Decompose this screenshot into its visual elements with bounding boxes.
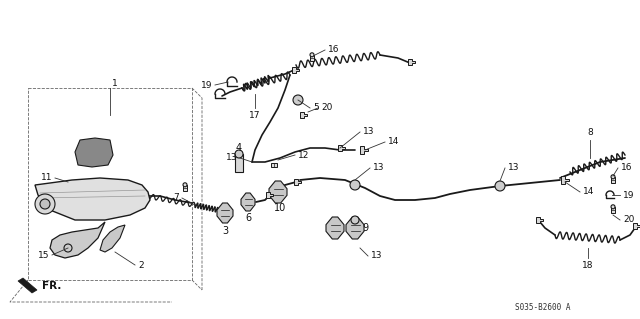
Text: 16: 16: [621, 164, 632, 173]
Text: FR.: FR.: [42, 281, 61, 291]
Text: 18: 18: [582, 261, 594, 270]
Polygon shape: [50, 222, 105, 258]
Text: 13: 13: [225, 153, 237, 162]
Circle shape: [183, 183, 187, 187]
Text: 15: 15: [38, 250, 49, 259]
Text: 13: 13: [371, 251, 383, 261]
Bar: [611, 207, 614, 213]
Text: 14: 14: [388, 137, 399, 146]
Polygon shape: [346, 217, 364, 239]
Text: 14: 14: [583, 188, 595, 197]
Text: S035-B2600 A: S035-B2600 A: [515, 302, 570, 311]
Text: 20: 20: [623, 216, 634, 225]
Polygon shape: [266, 192, 273, 198]
Polygon shape: [75, 138, 113, 167]
Polygon shape: [408, 59, 415, 65]
Text: 13: 13: [373, 164, 385, 173]
Circle shape: [611, 205, 615, 209]
Bar: [611, 177, 614, 183]
Circle shape: [40, 199, 50, 209]
Polygon shape: [300, 112, 307, 118]
Text: 7: 7: [173, 194, 179, 203]
Polygon shape: [217, 203, 233, 223]
Bar: [310, 55, 314, 61]
Bar: [184, 185, 187, 191]
Polygon shape: [292, 67, 299, 73]
Text: 2: 2: [138, 261, 143, 270]
Circle shape: [293, 95, 303, 105]
Bar: [271, 163, 277, 167]
Polygon shape: [561, 176, 569, 184]
Bar: [235, 154, 243, 172]
Polygon shape: [269, 181, 287, 203]
Text: 17: 17: [249, 111, 260, 120]
Polygon shape: [35, 178, 150, 220]
Polygon shape: [536, 217, 543, 223]
Text: 5: 5: [313, 103, 319, 113]
Text: 11: 11: [40, 174, 52, 182]
Text: 3: 3: [222, 226, 228, 236]
Text: 13: 13: [363, 128, 374, 137]
Text: 10: 10: [274, 203, 286, 213]
Polygon shape: [100, 225, 125, 252]
Text: 6: 6: [245, 213, 251, 223]
Text: 8: 8: [587, 128, 593, 137]
Circle shape: [235, 150, 243, 158]
Text: 20: 20: [321, 103, 332, 113]
Polygon shape: [360, 146, 368, 154]
Circle shape: [351, 216, 359, 224]
Text: 9: 9: [362, 223, 368, 233]
Text: 12: 12: [298, 151, 309, 160]
Text: 4: 4: [236, 143, 242, 153]
Circle shape: [495, 181, 505, 191]
Polygon shape: [326, 217, 344, 239]
Text: 1: 1: [112, 79, 118, 88]
Text: 16: 16: [328, 46, 339, 55]
Circle shape: [350, 180, 360, 190]
Text: 19: 19: [623, 190, 634, 199]
Bar: [28, 88, 192, 280]
Polygon shape: [18, 278, 37, 293]
Polygon shape: [241, 193, 255, 211]
Polygon shape: [294, 179, 301, 185]
Circle shape: [64, 244, 72, 252]
Text: 13: 13: [508, 164, 520, 173]
Polygon shape: [633, 223, 640, 229]
Circle shape: [310, 53, 314, 57]
Text: 19: 19: [200, 80, 212, 90]
Circle shape: [35, 194, 55, 214]
Circle shape: [611, 175, 615, 179]
Polygon shape: [338, 145, 345, 151]
